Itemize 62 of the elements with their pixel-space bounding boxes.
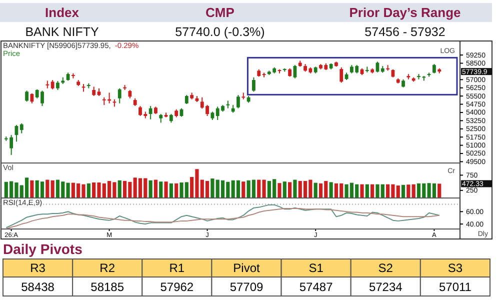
candlestick [30,92,34,104]
bar [50,180,54,198]
candlestick [252,76,256,92]
data-label: 58185 [90,280,124,294]
candlestick [293,64,297,79]
candlestick [46,80,50,89]
bar [278,183,282,198]
category-label: S3 [448,261,463,275]
candlestick [25,90,28,102]
bar [242,182,246,198]
bar [154,180,158,198]
data-label: 57709 [230,280,264,294]
candlestick [148,105,152,120]
bar [282,182,286,198]
category-label: R1 [169,261,185,275]
bar [365,184,369,198]
text: BANK NIFTY [25,25,100,39]
data-label: 57234 [368,280,403,294]
line-series [6,208,440,230]
text: 57456 - 57932 [364,25,446,39]
category-label: Pivot [233,261,260,275]
category-label: R2 [100,261,116,275]
candlestick [226,100,230,109]
bar [86,183,90,198]
bar [46,180,50,198]
bar [412,184,416,198]
bar [159,182,163,198]
bar [370,184,374,198]
category-label: S1 [308,261,324,275]
text: 57740.0 (-0.3%) [175,25,265,39]
text: Daily Pivots [3,241,83,257]
bar [314,182,318,198]
category-label: CMP [206,5,235,20]
category-label: Prior Day’s Range [349,5,461,20]
category-label: S2 [378,261,394,275]
bar [438,184,442,198]
candlestick [20,122,24,134]
bar [118,180,122,198]
data-label: 57962 [160,280,194,294]
candlestick [118,88,122,104]
bar [288,182,292,198]
bar [293,180,297,198]
bar [401,184,406,198]
category-label: R3 [30,261,46,275]
bar [329,182,333,198]
candlestick [236,94,240,109]
bar [360,184,364,198]
bar [174,183,178,198]
bar [148,180,152,198]
bar [406,184,410,198]
candlestick [340,66,344,84]
data-label: 58438 [21,280,55,294]
candlestick [432,64,436,74]
data-label: 57487 [299,280,334,294]
candlestick [92,86,96,97]
bar [169,183,173,198]
bar [164,182,168,198]
category-label: Index [45,5,80,20]
data-label: 57011 [438,280,472,294]
candlestick [50,80,54,90]
bar [30,180,34,198]
bar [210,178,214,198]
